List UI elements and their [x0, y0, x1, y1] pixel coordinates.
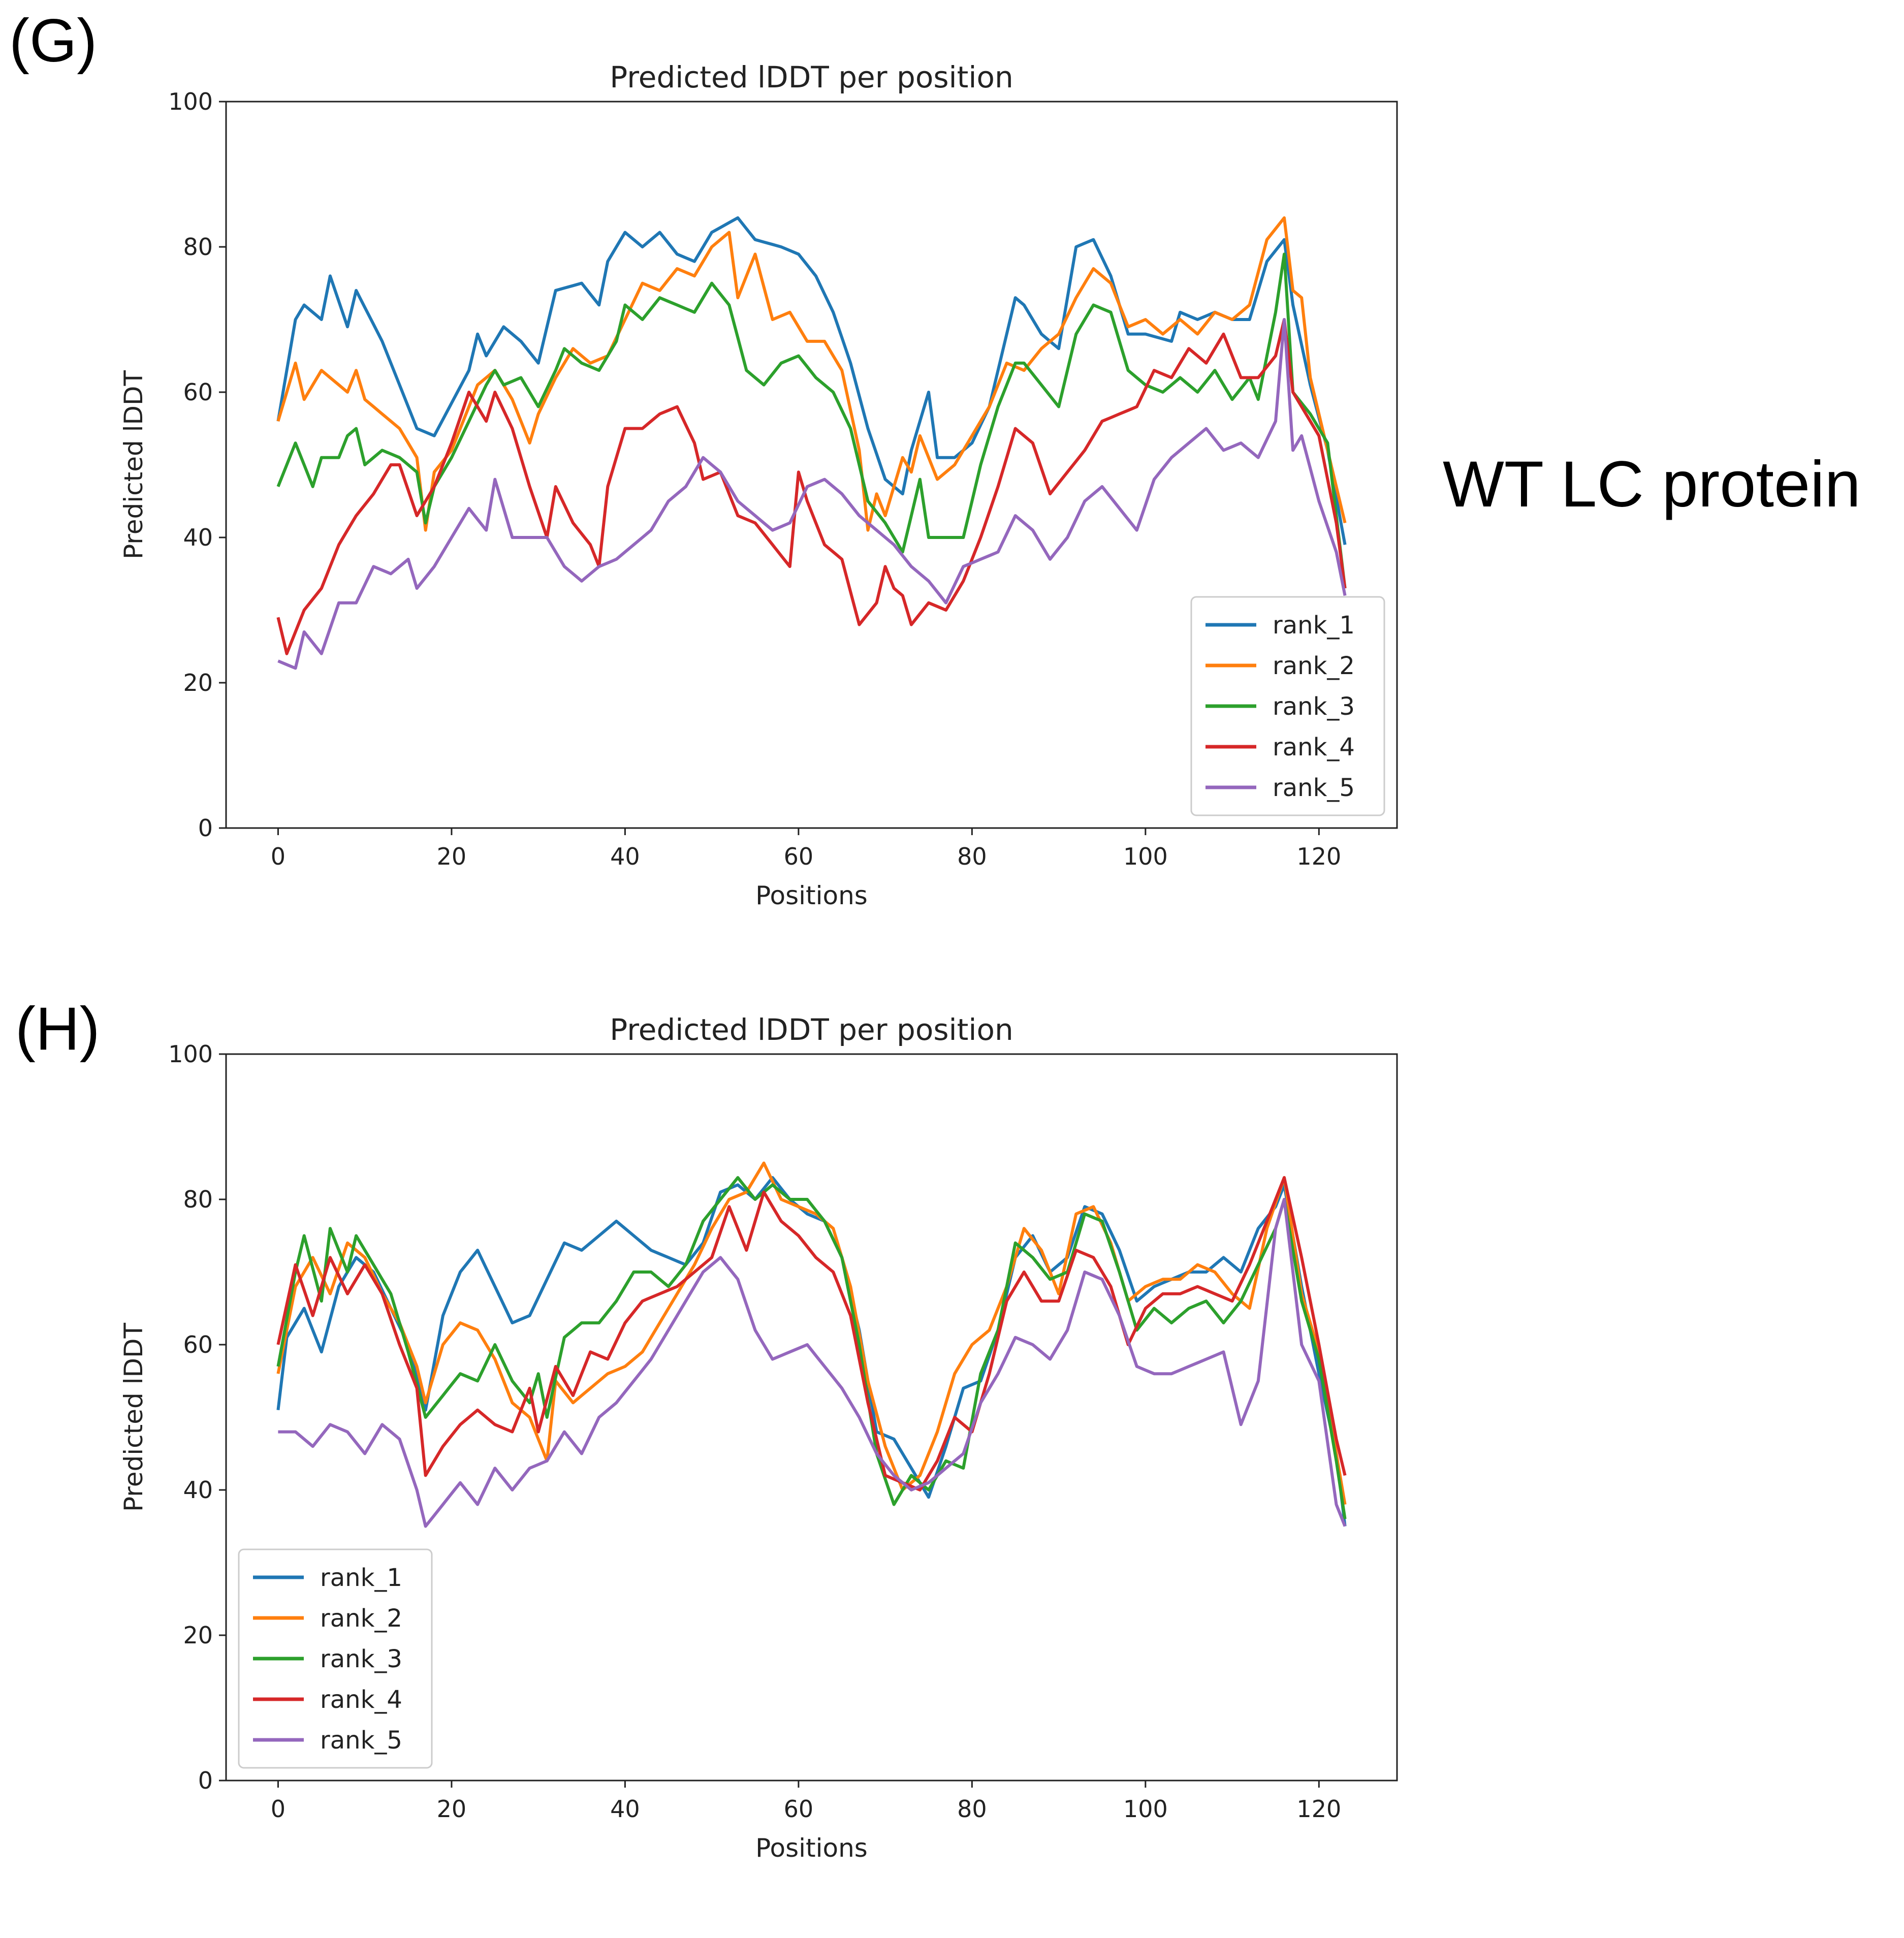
x-tick-label: 80 — [957, 843, 987, 870]
y-tick-label: 80 — [183, 233, 213, 261]
series-line-rank-3 — [276, 252, 1347, 589]
legend-label-rank-5: rank_5 — [320, 1726, 402, 1755]
y-tick-label: 0 — [198, 1767, 213, 1794]
x-tick-label: 40 — [610, 843, 640, 870]
series-line-rank-1 — [276, 1176, 1347, 1527]
series-line-rank-5 — [278, 1198, 1347, 1528]
y-tick-label: 40 — [183, 1476, 213, 1504]
legend-label-rank-1: rank_1 — [320, 1564, 402, 1592]
x-tick-label: 20 — [437, 1795, 467, 1823]
legend-label-rank-4: rank_4 — [320, 1686, 402, 1714]
y-tick-label: 80 — [183, 1186, 213, 1213]
plot-frame — [225, 101, 1398, 829]
legend-label-rank-1: rank_1 — [1273, 611, 1355, 640]
y-tick-label: 40 — [183, 524, 213, 551]
x-tick-label: 60 — [784, 843, 814, 870]
x-tick-label: 0 — [271, 1795, 285, 1823]
x-tick-label: 20 — [437, 843, 467, 870]
x-tick-label: 60 — [784, 1795, 814, 1823]
y-tick-label: 20 — [183, 669, 213, 696]
legend-box — [238, 1548, 433, 1769]
panel-label-h: (H) — [15, 995, 100, 1063]
y-tick-label: 0 — [198, 814, 213, 842]
x-tick-label: 40 — [610, 1795, 640, 1823]
legend-box — [1190, 596, 1385, 816]
legend-label-rank-4: rank_4 — [1273, 733, 1355, 761]
x-tick-label: 120 — [1296, 843, 1341, 870]
chart-title: Predicted lDDT per position — [610, 60, 1013, 94]
plot-frame — [225, 1053, 1398, 1782]
legend-label-rank-2: rank_2 — [1273, 652, 1355, 680]
legend-label-rank-3: rank_3 — [320, 1645, 402, 1673]
x-tick-label: 100 — [1123, 1795, 1168, 1823]
legend: rank_1 rank_2 rank_3 rank_4 rank_5 — [238, 1548, 433, 1769]
y-tick-label: 100 — [168, 1040, 213, 1068]
x-tick-label: 0 — [271, 843, 285, 870]
series-line-rank-5 — [277, 318, 1347, 670]
legend-label-rank-2: rank_2 — [320, 1604, 402, 1633]
legend-label-rank-3: rank_3 — [1273, 692, 1355, 721]
x-tick-label: 120 — [1296, 1795, 1341, 1823]
y-tick-label: 60 — [183, 378, 213, 406]
legend: rank_1 rank_2 rank_3 rank_4 rank_5 — [1190, 596, 1385, 816]
legend-label-rank-5: rank_5 — [1273, 774, 1355, 802]
x-axis-label: Positions — [755, 881, 868, 910]
panel-label-g: (G) — [9, 7, 98, 75]
y-axis-label: Predicted lDDT — [119, 1323, 148, 1512]
protein-annotation-text: WT LC protein — [1443, 448, 1861, 521]
series-line-rank-2 — [276, 1161, 1347, 1505]
y-axis-label: Predicted lDDT — [119, 370, 148, 560]
chart-h: Predicted lDDT per position 0 20 40 60 80 100 1… — [119, 1012, 1398, 1863]
y-tick-label: 100 — [168, 88, 213, 115]
x-axis-label: Positions — [755, 1833, 868, 1863]
y-tick-label: 20 — [183, 1622, 213, 1649]
series-line-rank-4 — [276, 1176, 1347, 1491]
series-line-rank-1 — [276, 216, 1347, 545]
chart-title: Predicted lDDT per position — [610, 1012, 1013, 1047]
x-tick-label: 100 — [1123, 843, 1168, 870]
y-tick-label: 60 — [183, 1331, 213, 1358]
series-line-rank-2 — [276, 216, 1347, 532]
series-line-rank-4 — [276, 318, 1347, 655]
series-line-rank-3 — [276, 1176, 1347, 1519]
chart-g: Predicted lDDT per position 0 20 40 60 80 100 1… — [119, 60, 1398, 910]
x-tick-label: 80 — [957, 1795, 987, 1823]
